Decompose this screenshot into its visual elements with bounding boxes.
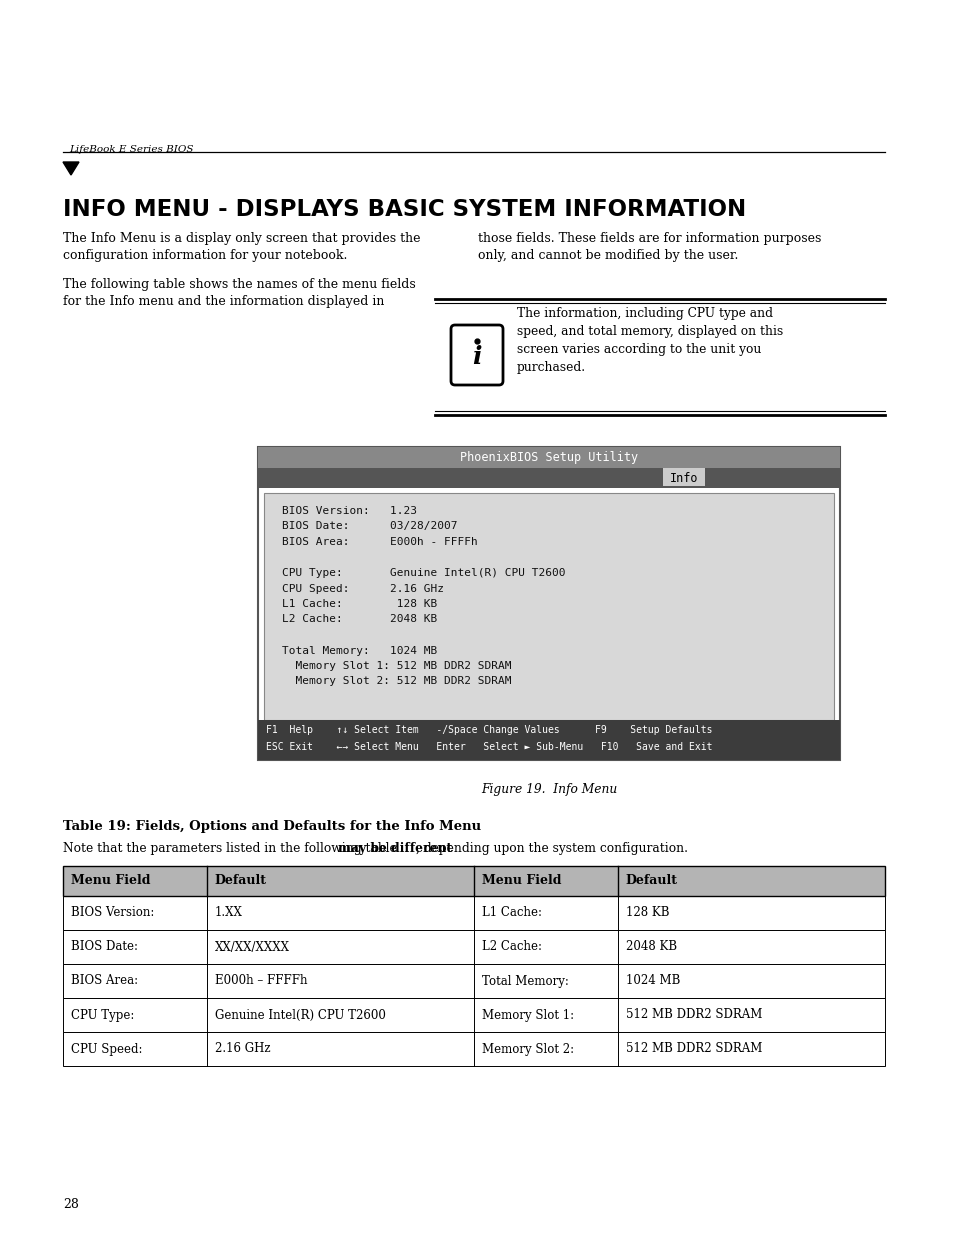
- Text: 2048 KB: 2048 KB: [625, 941, 677, 953]
- Text: Memory Slot 2: 512 MB DDR2 SDRAM: Memory Slot 2: 512 MB DDR2 SDRAM: [282, 677, 511, 687]
- Bar: [63, 998, 884, 1032]
- Bar: [63, 965, 884, 998]
- Text: BIOS Version:   1.23: BIOS Version: 1.23: [282, 506, 416, 516]
- Text: Default: Default: [214, 874, 267, 888]
- Text: CPU Type:       Genuine Intel(R) CPU T2600: CPU Type: Genuine Intel(R) CPU T2600: [282, 568, 565, 578]
- Text: 1.XX: 1.XX: [214, 906, 242, 920]
- Text: LifeBook E Series BIOS: LifeBook E Series BIOS: [69, 144, 193, 154]
- Text: Figure 19.  Info Menu: Figure 19. Info Menu: [480, 783, 617, 797]
- Text: Menu Field: Menu Field: [481, 874, 561, 888]
- Text: Genuine Intel(R) CPU T2600: Genuine Intel(R) CPU T2600: [214, 1009, 385, 1021]
- Text: , depending upon the system configuration.: , depending upon the system configuratio…: [416, 842, 687, 855]
- Bar: [63, 930, 884, 965]
- Text: Table 19: Fields, Options and Defaults for the Info Menu: Table 19: Fields, Options and Defaults f…: [63, 820, 480, 832]
- Text: Memory Slot 1:: Memory Slot 1:: [481, 1009, 574, 1021]
- Text: those fields. These fields are for information purposes
only, and cannot be modi: those fields. These fields are for infor…: [477, 232, 821, 263]
- Text: L1 Cache:: L1 Cache:: [481, 906, 541, 920]
- Text: 1024 MB: 1024 MB: [625, 974, 679, 988]
- Text: PhoenixBIOS Setup Utility: PhoenixBIOS Setup Utility: [459, 451, 638, 464]
- Text: 512 MB DDR2 SDRAM: 512 MB DDR2 SDRAM: [625, 1042, 761, 1056]
- Text: Note that the parameters listed in the following table: Note that the parameters listed in the f…: [63, 842, 400, 855]
- Bar: [63, 1032, 884, 1066]
- Text: Default: Default: [625, 874, 678, 888]
- Text: may be different: may be different: [337, 842, 452, 855]
- Text: Total Memory:: Total Memory:: [481, 974, 568, 988]
- Bar: [264, 493, 833, 720]
- Bar: [257, 468, 840, 488]
- Polygon shape: [63, 162, 79, 175]
- Text: INFO MENU - DISPLAYS BASIC SYSTEM INFORMATION: INFO MENU - DISPLAYS BASIC SYSTEM INFORM…: [63, 198, 745, 221]
- Text: F1  Help    ↑↓ Select Item   -/Space Change Values      F9    Setup Defaults: F1 Help ↑↓ Select Item -/Space Change Va…: [266, 725, 712, 735]
- Bar: [257, 447, 840, 760]
- Text: 28: 28: [63, 1198, 79, 1212]
- Text: CPU Type:: CPU Type:: [71, 1009, 134, 1021]
- Text: BIOS Version:: BIOS Version:: [71, 906, 154, 920]
- Text: Memory Slot 1: 512 MB DDR2 SDRAM: Memory Slot 1: 512 MB DDR2 SDRAM: [282, 661, 511, 671]
- Text: Memory Slot 2:: Memory Slot 2:: [481, 1042, 574, 1056]
- Text: Total Memory:   1024 MB: Total Memory: 1024 MB: [282, 646, 436, 656]
- Text: 512 MB DDR2 SDRAM: 512 MB DDR2 SDRAM: [625, 1009, 761, 1021]
- Bar: [662, 468, 704, 487]
- Bar: [63, 866, 884, 897]
- Text: 128 KB: 128 KB: [625, 906, 669, 920]
- Bar: [63, 897, 884, 930]
- Text: E000h – FFFFh: E000h – FFFFh: [214, 974, 307, 988]
- Text: L2 Cache:       2048 KB: L2 Cache: 2048 KB: [282, 615, 436, 625]
- Text: L1 Cache:        128 KB: L1 Cache: 128 KB: [282, 599, 436, 609]
- Text: 2.16 GHz: 2.16 GHz: [214, 1042, 270, 1056]
- Text: BIOS Area:      E000h - FFFFh: BIOS Area: E000h - FFFFh: [282, 537, 477, 547]
- Text: The following table shows the names of the menu fields
for the Info menu and the: The following table shows the names of t…: [63, 278, 416, 309]
- Text: The Info Menu is a display only screen that provides the
configuration informati: The Info Menu is a display only screen t…: [63, 232, 420, 263]
- Bar: [257, 720, 840, 760]
- Text: Info: Info: [669, 472, 698, 484]
- Bar: [257, 447, 840, 468]
- Text: BIOS Date:: BIOS Date:: [71, 941, 138, 953]
- Text: BIOS Area:: BIOS Area:: [71, 974, 138, 988]
- Text: XX/XX/XXXX: XX/XX/XXXX: [214, 941, 290, 953]
- Text: BIOS Date:      03/28/2007: BIOS Date: 03/28/2007: [282, 521, 457, 531]
- Text: CPU Speed:: CPU Speed:: [71, 1042, 142, 1056]
- Text: ESC Exit    ←→ Select Menu   Enter   Select ► Sub-Menu   F10   Save and Exit: ESC Exit ←→ Select Menu Enter Select ► S…: [266, 742, 712, 752]
- Text: The information, including CPU type and
speed, and total memory, displayed on th: The information, including CPU type and …: [517, 308, 782, 374]
- FancyBboxPatch shape: [451, 325, 502, 385]
- Text: CPU Speed:      2.16 GHz: CPU Speed: 2.16 GHz: [282, 583, 443, 594]
- Text: L2 Cache:: L2 Cache:: [481, 941, 541, 953]
- Text: i: i: [472, 345, 481, 369]
- Text: Menu Field: Menu Field: [71, 874, 151, 888]
